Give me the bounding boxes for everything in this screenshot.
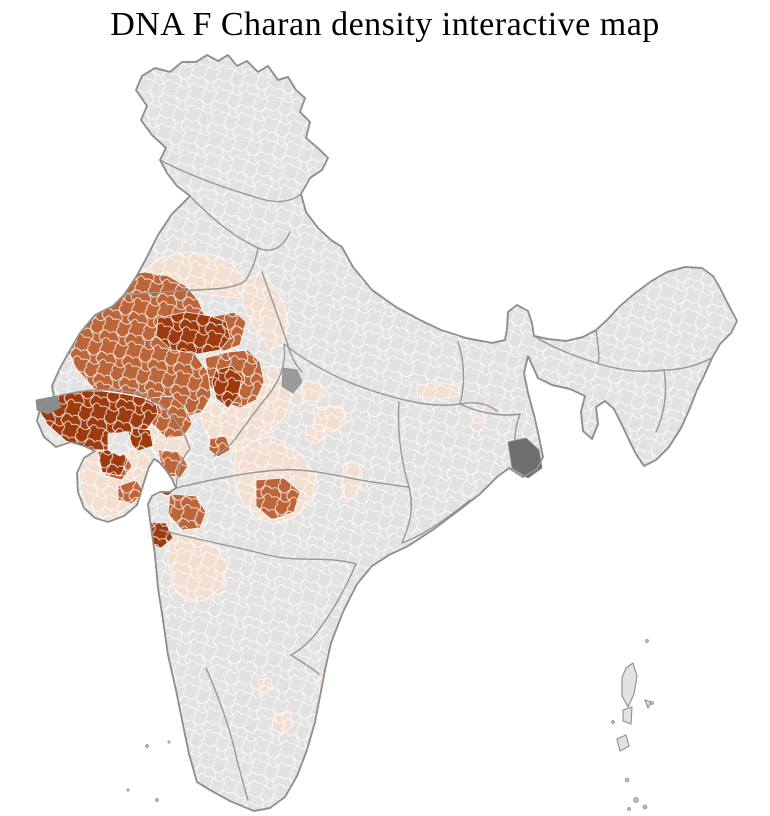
- andaman-island[interactable]: [621, 662, 638, 708]
- page-title: DNA F Charan density interactive map: [110, 6, 660, 43]
- andaman-island[interactable]: [644, 699, 652, 709]
- island-dot: [155, 798, 159, 802]
- island-dot: [627, 807, 631, 811]
- island-dot: [126, 788, 130, 792]
- island-dot: [650, 701, 654, 705]
- island-dot: [624, 777, 630, 783]
- andaman-island[interactable]: [622, 706, 633, 725]
- andaman-island[interactable]: [616, 734, 630, 752]
- island-dot: [145, 744, 149, 748]
- island-dot: [642, 804, 648, 810]
- island-dot: [645, 639, 649, 643]
- island-dot: [611, 720, 615, 724]
- island-dot: [167, 740, 171, 744]
- island-dot: [633, 797, 639, 803]
